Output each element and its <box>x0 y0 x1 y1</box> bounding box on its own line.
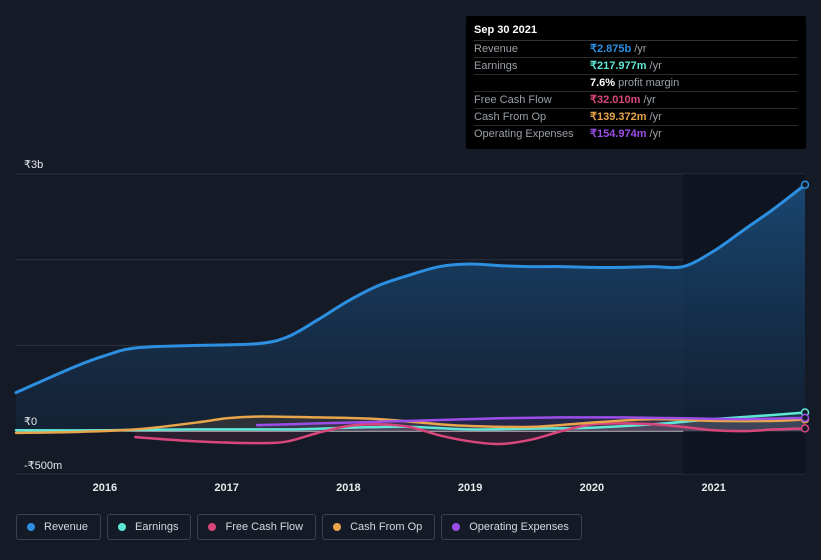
y-tick-label: ₹3b <box>24 159 43 171</box>
x-tick-label: 2019 <box>458 482 482 494</box>
chart-legend: Revenue Earnings Free Cash Flow Cash From O… <box>16 514 582 540</box>
legend-item-label: Operating Expenses <box>469 521 569 533</box>
tooltip-row-label: Operating Expenses <box>474 128 574 140</box>
x-tick-label: 2021 <box>701 482 725 494</box>
tooltip-rows: Revenue ₹2.875b/yr Earnings ₹217.977m/yr 7.6… <box>474 41 798 142</box>
legend-item-operating-expenses[interactable]: Operating Expenses <box>441 514 582 540</box>
x-tick-label: 2018 <box>336 482 360 494</box>
tooltip-row: Cash From Op ₹139.372m/yr <box>474 109 798 126</box>
tooltip-row: Free Cash Flow ₹32.010m/yr <box>474 92 798 109</box>
legend-item-label: Cash From Op <box>350 521 423 533</box>
tooltip-row-label: Earnings <box>474 60 518 72</box>
legend-dot-icon <box>333 523 342 531</box>
legend-item-revenue[interactable]: Revenue <box>16 514 102 540</box>
legend-item-label: Free Cash Flow <box>225 521 304 533</box>
series-lines <box>14 183 807 446</box>
tooltip-row-unit: profit margin <box>618 77 680 89</box>
x-tick-label: 2016 <box>93 482 117 494</box>
data-tooltip: Sep 30 2021 Revenue ₹2.875b/yr Earnings ₹21… <box>466 16 806 149</box>
legend-item-label: Earnings <box>135 521 179 533</box>
legend-item-label: Revenue <box>44 521 89 533</box>
tooltip-row-unit: /yr <box>643 94 656 106</box>
tooltip-row-unit: /yr <box>634 43 647 55</box>
series-endpoints <box>800 180 810 433</box>
legend-dot-icon <box>27 523 35 531</box>
tooltip-row-label: Free Cash Flow <box>474 94 552 106</box>
tooltip-row-value: 7.6% <box>590 77 616 89</box>
tooltip-row-value: ₹32.010m <box>590 94 641 106</box>
tooltip-row: Revenue ₹2.875b/yr <box>474 41 798 58</box>
tooltip-date: Sep 30 2021 <box>474 24 798 41</box>
tooltip-row-value: ₹217.977m <box>590 60 647 72</box>
operating-expenses-endpoint <box>800 413 810 423</box>
free-cash-flow-area <box>135 423 805 445</box>
legend-item-earnings[interactable]: Earnings <box>107 514 192 540</box>
legend-dot-icon <box>118 523 127 531</box>
y-tick-label: ₹0 <box>24 416 37 428</box>
revenue-line <box>14 183 807 395</box>
free-cash-flow-line <box>134 422 807 446</box>
tooltip-row-label <box>474 75 590 91</box>
legend-item-free-cash-flow[interactable]: Free Cash Flow <box>197 514 317 540</box>
revenue-endpoint <box>800 180 810 189</box>
tooltip-row-label: Cash From Op <box>474 111 547 123</box>
revenue-area <box>16 184 805 432</box>
tooltip-row: Earnings ₹217.977m/yr <box>474 58 798 75</box>
y-axis-labels: ₹3b ₹0 -₹500m <box>24 159 62 472</box>
operating-expenses-line <box>255 416 807 427</box>
tooltip-row-label: Revenue <box>474 43 519 55</box>
tooltip-row-unit: /yr <box>649 128 662 140</box>
legend-item-cash-from-op[interactable]: Cash From Op <box>322 514 436 540</box>
tooltip-row-value: ₹2.875b <box>590 43 632 55</box>
tooltip-row-value: ₹139.372m <box>590 111 647 123</box>
y-tick-label: -₹500m <box>24 460 62 472</box>
legend-dot-icon <box>452 523 461 531</box>
x-axis-labels: 2016 2017 2018 2019 2020 2021 <box>93 482 726 494</box>
tooltip-row-unit: /yr <box>649 111 662 123</box>
x-tick-label: 2020 <box>580 482 604 494</box>
tooltip-row: 7.6% profit margin <box>474 75 798 92</box>
tooltip-row-value: ₹154.974m <box>590 128 647 140</box>
legend-dot-icon <box>208 523 217 531</box>
tooltip-row-unit: /yr <box>649 60 662 72</box>
x-tick-label: 2017 <box>214 482 238 494</box>
tooltip-row: Operating Expenses ₹154.974m/yr <box>474 126 798 142</box>
free-cash-flow-endpoint <box>800 424 810 433</box>
